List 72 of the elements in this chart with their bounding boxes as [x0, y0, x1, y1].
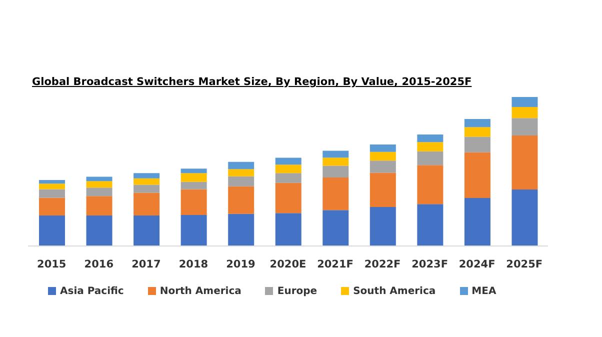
bar — [275, 173, 302, 183]
bar — [134, 184, 160, 193]
bar — [228, 176, 254, 186]
bar — [275, 213, 302, 246]
bar — [370, 206, 396, 246]
bar — [86, 181, 112, 188]
bar — [512, 97, 538, 107]
bar — [322, 158, 349, 166]
legend-label: MEA — [472, 286, 496, 297]
bar — [39, 198, 65, 216]
bar — [228, 169, 254, 176]
x-tick-label: 2018 — [178, 258, 208, 270]
bar — [464, 152, 490, 198]
bar — [275, 158, 302, 165]
bar — [464, 127, 490, 137]
bar — [134, 178, 160, 185]
x-tick-label: 2019 — [226, 258, 256, 270]
bar — [322, 150, 349, 158]
bar — [417, 142, 444, 152]
bar — [134, 173, 160, 178]
bar — [86, 176, 112, 182]
legend-label: North America — [160, 286, 242, 297]
bar — [322, 210, 349, 246]
bar — [275, 164, 302, 174]
bar — [180, 182, 207, 190]
bar — [512, 118, 538, 136]
bar — [322, 177, 349, 210]
bar — [180, 215, 207, 246]
x-tick-label: 2025F — [506, 258, 543, 270]
x-tick-label: 2017 — [132, 258, 161, 270]
bar — [464, 119, 490, 128]
bar — [322, 166, 349, 178]
chart-title: Global Broadcast Switchers Market Size, By Region, By Value, 2015-2025F — [32, 76, 472, 88]
bar — [86, 196, 112, 216]
bar — [180, 168, 207, 174]
bar — [464, 136, 490, 152]
bar — [86, 215, 112, 246]
bar — [275, 182, 302, 214]
bar — [228, 162, 254, 170]
x-tick-label: 2022F — [364, 258, 401, 270]
legend-label: Europe — [277, 286, 318, 297]
bar — [370, 172, 396, 207]
x-tick-label: 2024F — [458, 258, 496, 270]
bar — [417, 134, 444, 142]
bar — [134, 215, 160, 246]
bar — [512, 190, 538, 246]
bar — [228, 214, 254, 246]
bar — [370, 144, 396, 152]
x-tick-label: 2020E — [270, 258, 306, 270]
bar — [370, 152, 396, 161]
bar — [228, 186, 254, 214]
bar — [464, 198, 490, 246]
x-tick-label: 2015 — [37, 258, 66, 270]
bar — [39, 180, 65, 184]
x-tick-label: 2023F — [412, 258, 448, 270]
bar — [417, 151, 444, 166]
bar — [417, 165, 444, 204]
bar — [370, 160, 396, 173]
bar — [39, 215, 65, 246]
bar — [180, 173, 207, 182]
x-tick-label: 2016 — [84, 258, 114, 270]
bar — [39, 184, 65, 190]
bar — [512, 106, 538, 118]
legend-label: Asia Pacific — [60, 286, 124, 297]
bar — [417, 204, 444, 246]
legend-label: South America — [353, 286, 436, 297]
x-tick-label: 2021F — [317, 258, 354, 270]
bar — [86, 188, 112, 196]
bar — [134, 192, 160, 216]
bar — [180, 189, 207, 216]
bar — [39, 189, 65, 198]
bar — [512, 135, 538, 190]
